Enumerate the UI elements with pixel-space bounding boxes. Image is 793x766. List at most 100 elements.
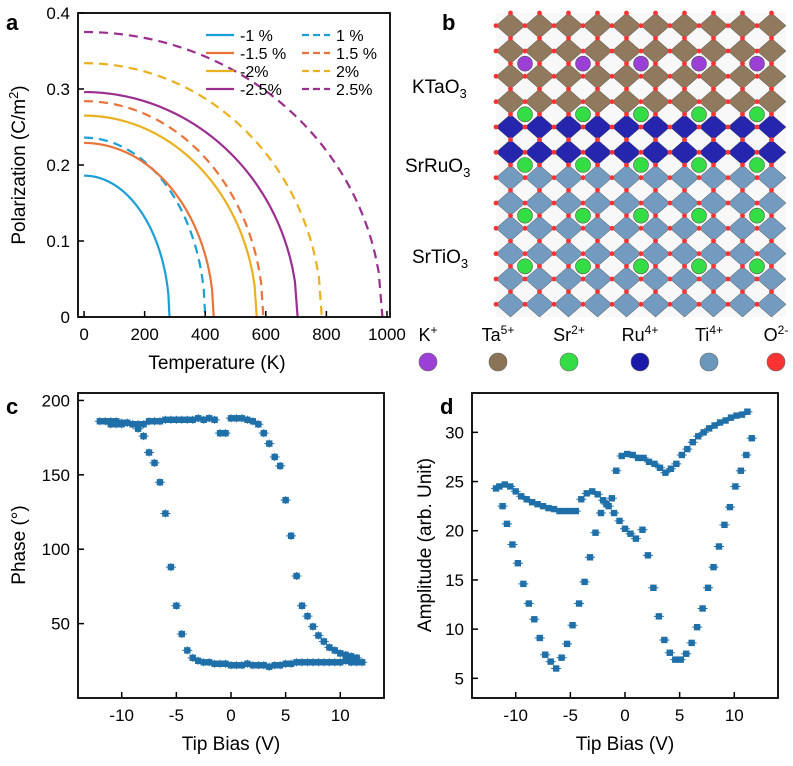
data-point xyxy=(523,600,534,607)
oxygen-atom xyxy=(667,73,673,79)
marker xyxy=(309,659,317,666)
data-point xyxy=(595,509,606,517)
marker xyxy=(178,416,186,423)
marker xyxy=(711,422,718,429)
data-point xyxy=(630,535,641,542)
data-point xyxy=(585,554,596,561)
data-point xyxy=(592,491,603,498)
marker xyxy=(271,453,278,461)
oxygen-atom xyxy=(566,162,571,168)
data-point xyxy=(648,584,659,592)
marker xyxy=(517,493,525,500)
marker xyxy=(145,449,153,456)
marker xyxy=(276,662,284,669)
data-point xyxy=(286,531,297,540)
oxygen-atom xyxy=(696,23,702,29)
oxygen-atom xyxy=(725,149,731,155)
oxygen-atom xyxy=(725,251,731,257)
marker xyxy=(287,532,295,540)
marker xyxy=(520,580,527,588)
data-point xyxy=(491,485,502,492)
marker xyxy=(613,467,620,474)
data-point xyxy=(313,631,324,640)
data-point xyxy=(318,637,329,646)
marker xyxy=(222,429,229,437)
marker xyxy=(710,563,717,571)
marker xyxy=(528,499,536,506)
marker xyxy=(592,529,599,536)
atom-legend-label: Ta5+ xyxy=(482,323,515,345)
series-line-2-solid xyxy=(84,114,258,318)
marker xyxy=(651,460,658,468)
oxygen-atom xyxy=(522,48,528,54)
oxygen-atom xyxy=(725,301,731,307)
a-site-atom xyxy=(691,157,707,173)
marker xyxy=(499,502,506,510)
data-point xyxy=(713,543,724,550)
oxygen-atom xyxy=(566,86,571,92)
oxygen-atom xyxy=(754,276,760,282)
marker xyxy=(353,654,360,662)
oxygen-atom xyxy=(537,238,542,244)
marker xyxy=(358,659,366,666)
oxygen-atom xyxy=(566,238,571,244)
data-point xyxy=(601,500,612,508)
oxygen-atom xyxy=(566,137,571,143)
octahedron xyxy=(756,291,787,318)
data-point xyxy=(497,502,508,510)
oxygen-atom xyxy=(769,162,774,168)
marker xyxy=(238,662,246,669)
marker xyxy=(629,451,636,459)
oxygen-atom xyxy=(595,61,600,67)
oxygen-atom xyxy=(696,175,702,181)
atom-legend-swatch xyxy=(630,352,650,372)
marker xyxy=(233,662,240,669)
marker xyxy=(623,450,631,458)
marker xyxy=(645,458,653,466)
data-point xyxy=(297,601,308,610)
panel-d-ylabel: Amplitude (arb. Unit) xyxy=(415,458,436,632)
marker xyxy=(688,639,695,647)
panel-d-ytick-label: 25 xyxy=(445,473,464,492)
oxygen-atom xyxy=(537,263,542,269)
octahedron xyxy=(756,88,787,115)
data-point xyxy=(741,451,752,459)
panel-c-axes: -10 -5 0 5 10 50 100 150 200 xyxy=(42,391,350,725)
oxygen-atom xyxy=(725,73,731,79)
marker xyxy=(661,636,668,644)
oxygen-atom xyxy=(638,200,644,206)
oxygen-atom xyxy=(537,61,542,67)
a-site-atom xyxy=(749,55,765,72)
atom-legend-swatch xyxy=(418,352,438,372)
oxygen-atom xyxy=(580,73,586,79)
marker xyxy=(113,421,120,428)
data-point xyxy=(576,496,587,503)
layer-label-srruo3: SrRuO3 xyxy=(405,156,470,180)
marker xyxy=(348,653,355,660)
oxygen-atom xyxy=(711,213,716,219)
a-site-atom xyxy=(749,207,765,224)
atom-legend-label: O2- xyxy=(764,323,789,345)
marker xyxy=(102,418,109,425)
atom-symbol: Ti xyxy=(695,325,709,345)
oxygen-atom xyxy=(754,251,760,257)
marker xyxy=(662,469,669,476)
oxygen-atom xyxy=(551,73,557,79)
data-point xyxy=(507,541,518,548)
panel-label-c: c xyxy=(6,394,18,419)
panel-c-ytick-label: 150 xyxy=(42,466,70,485)
oxygen-atom xyxy=(638,301,644,307)
oxygen-atom xyxy=(580,301,586,307)
oxygen-atom xyxy=(537,162,542,168)
marker xyxy=(704,584,712,592)
oxygen-atom xyxy=(508,263,513,269)
marker xyxy=(610,509,618,517)
marker xyxy=(200,659,207,666)
oxygen-atom xyxy=(711,10,716,16)
panel-c-ytick-label: 100 xyxy=(42,540,70,559)
marker xyxy=(550,505,558,513)
oxygen-atom xyxy=(711,289,716,295)
atom-charge: + xyxy=(431,323,438,337)
oxygen-atom xyxy=(725,225,731,231)
